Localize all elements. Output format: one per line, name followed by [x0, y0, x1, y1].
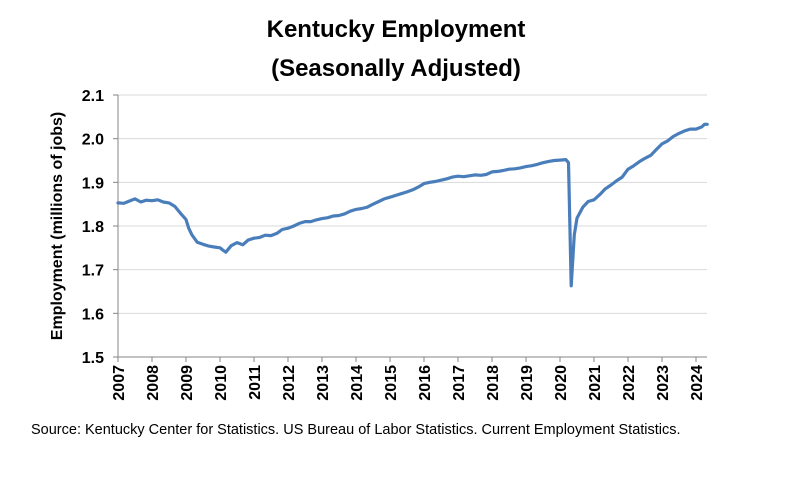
- chart-title-line-1: Kentucky Employment: [267, 16, 526, 43]
- y-tick-label: 1.6: [82, 306, 104, 323]
- y-tick-label: 1.9: [82, 175, 104, 192]
- x-tick-label: 2014: [349, 365, 366, 401]
- series-line-kentucky-employment: [116, 122, 709, 288]
- x-tick-label: 2018: [485, 365, 502, 401]
- x-tick-label: 2019: [519, 365, 536, 401]
- x-tick-label: 2016: [417, 365, 434, 401]
- y-tick-label: 2.0: [82, 132, 104, 149]
- x-tick-label: 2024: [689, 365, 706, 401]
- x-tick-label: 2023: [655, 365, 672, 401]
- x-tick-label: 2017: [451, 365, 468, 401]
- x-tick-label: 2012: [281, 365, 298, 401]
- y-tick-label: 1.5: [82, 350, 104, 367]
- y-axis-tick-labels: 1.5 1.6 1.7 1.8 1.9 2.0 2.1: [82, 88, 104, 367]
- series-group: [116, 122, 709, 288]
- x-tick-label: 2022: [621, 365, 638, 401]
- x-tick-label: 2011: [247, 365, 264, 400]
- source-note: Source: Kentucky Center for Statistics. …: [31, 422, 681, 438]
- x-tick-label: 2007: [111, 365, 128, 401]
- y-tick-label: 1.8: [82, 219, 104, 236]
- x-axis-tick-labels: 2007 2008 2009 2010 2011 2012 2013 2014 2015 2016…: [111, 365, 706, 401]
- x-tick-label: 2010: [213, 365, 230, 401]
- gridlines: [118, 94, 707, 314]
- x-tick-label: 2021: [587, 365, 604, 401]
- y-tick-label: 2.1: [82, 88, 104, 105]
- x-tick-label: 2009: [179, 365, 196, 401]
- employment-line-chart: Kentucky Employment (Seasonally Adjusted…: [49, 16, 709, 401]
- x-tick-label: 2013: [315, 365, 332, 401]
- y-tick-label: 1.7: [82, 263, 104, 280]
- x-tick-label: 2008: [145, 365, 162, 401]
- x-tick-label: 2015: [383, 365, 400, 401]
- y-axis-label: Employment (millions of jobs): [49, 112, 66, 340]
- axes: [113, 94, 707, 362]
- x-tick-label: 2020: [553, 365, 570, 401]
- chart-title-line-2: (Seasonally Adjusted): [271, 55, 521, 82]
